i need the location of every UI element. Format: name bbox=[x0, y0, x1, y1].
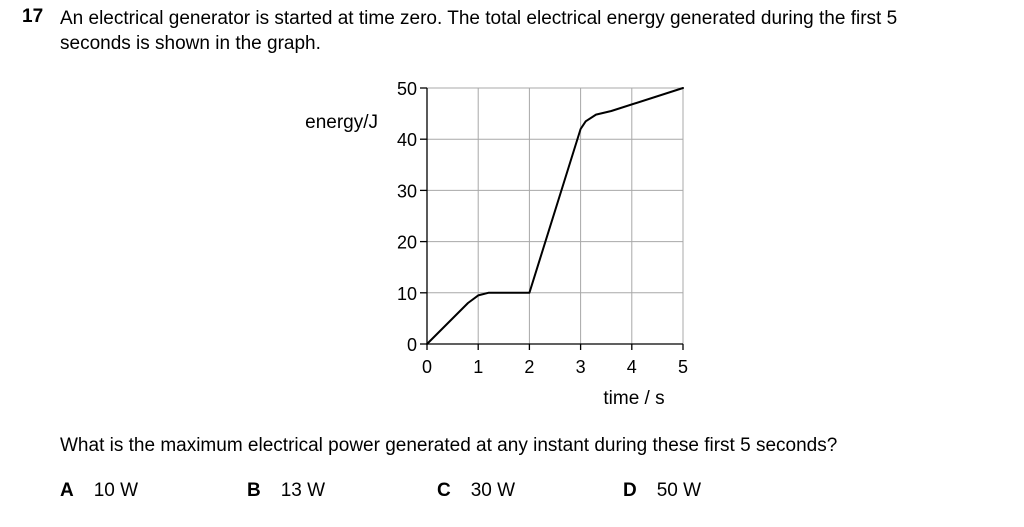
y-tick-label: 40 bbox=[397, 130, 417, 150]
x-tick-label: 4 bbox=[627, 357, 637, 377]
answer-options: A 10 W B 13 W C 30 W D 50 W bbox=[0, 480, 1024, 508]
question-stem: An electrical generator is started at ti… bbox=[60, 8, 898, 54]
x-axis-label: time / s bbox=[603, 388, 664, 409]
x-tick-label: 2 bbox=[524, 357, 534, 377]
question-prompt: What is the maximum electrical power gen… bbox=[60, 435, 838, 456]
axes bbox=[426, 88, 683, 345]
option-b[interactable]: B 13 W bbox=[247, 480, 325, 502]
x-tick-label: 0 bbox=[422, 357, 432, 377]
y-tick-label: 50 bbox=[397, 79, 417, 99]
grid bbox=[427, 87, 684, 344]
option-d-text: 50 W bbox=[656, 480, 702, 501]
option-a[interactable]: A 10 W bbox=[60, 480, 138, 502]
y-tick-label: 20 bbox=[397, 233, 417, 253]
option-d[interactable]: D 50 W bbox=[623, 480, 701, 502]
y-tick-label: 10 bbox=[397, 284, 417, 304]
x-tick-label: 1 bbox=[473, 357, 483, 377]
option-b-text: 13 W bbox=[280, 480, 326, 501]
y-axis-label: energy/J bbox=[305, 112, 378, 133]
x-tick-label: 3 bbox=[576, 357, 586, 377]
option-c-letter: C bbox=[437, 480, 451, 501]
option-c[interactable]: C 30 W bbox=[437, 480, 515, 502]
option-d-letter: D bbox=[623, 480, 637, 501]
option-a-text: 10 W bbox=[93, 480, 139, 501]
option-b-letter: B bbox=[247, 480, 261, 501]
option-c-text: 30 W bbox=[470, 480, 516, 501]
data-series bbox=[426, 87, 684, 345]
series-line bbox=[426, 87, 684, 345]
y-tick-label: 0 bbox=[407, 335, 417, 355]
x-tick-label: 5 bbox=[678, 357, 688, 377]
y-tick-label: 30 bbox=[397, 181, 417, 201]
option-a-letter: A bbox=[60, 480, 74, 501]
question-number: 17 bbox=[22, 6, 44, 27]
